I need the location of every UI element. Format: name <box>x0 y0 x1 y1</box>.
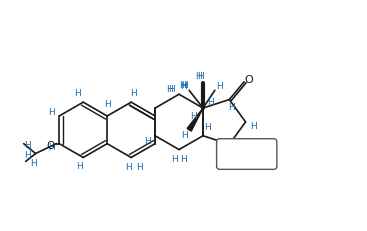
Text: O: O <box>245 75 254 85</box>
Text: H: H <box>204 123 211 132</box>
Text: H: H <box>24 141 31 150</box>
Text: H: H <box>144 137 150 146</box>
Text: H: H <box>181 82 188 91</box>
Text: H: H <box>179 81 185 90</box>
Text: H: H <box>48 108 55 117</box>
Text: H: H <box>197 72 203 81</box>
Polygon shape <box>187 108 203 131</box>
Text: H: H <box>24 151 31 160</box>
Text: H: H <box>171 155 178 164</box>
Text: H: H <box>181 131 188 140</box>
Text: H: H <box>228 103 235 112</box>
Text: H: H <box>166 85 172 94</box>
Text: H: H <box>196 72 202 81</box>
Text: H: H <box>76 162 83 171</box>
Text: H: H <box>181 81 188 90</box>
Text: H: H <box>168 85 175 94</box>
Text: O: O <box>46 141 54 151</box>
Text: H: H <box>74 89 81 98</box>
Text: H: H <box>130 89 137 98</box>
Text: H: H <box>181 155 188 164</box>
Text: H: H <box>136 163 142 172</box>
FancyBboxPatch shape <box>217 139 277 169</box>
Text: H: H <box>217 82 223 91</box>
Text: HOS: HOS <box>239 150 255 159</box>
Text: H: H <box>30 159 37 168</box>
Text: H: H <box>48 143 55 152</box>
Text: H: H <box>250 122 257 131</box>
Text: H: H <box>190 112 197 122</box>
Text: H: H <box>104 100 110 109</box>
Text: H: H <box>207 98 214 107</box>
Text: H: H <box>236 140 243 149</box>
Text: H: H <box>125 163 131 172</box>
